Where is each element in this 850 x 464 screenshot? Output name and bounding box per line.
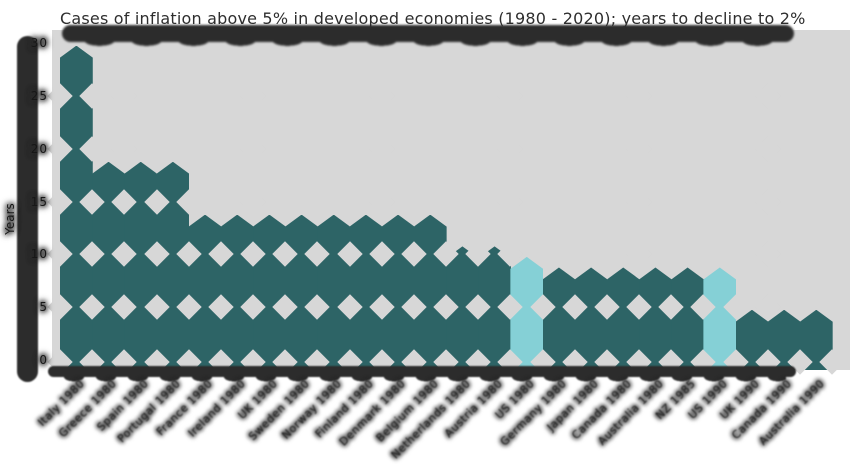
bar-sweden-1980 (285, 214, 318, 370)
chart-title: Cases of inflation above 5% in developed… (60, 9, 806, 28)
bar-finland-1980 (349, 214, 383, 370)
bar-uk-1980 (253, 214, 286, 370)
y-axis-spine-blob (17, 36, 38, 382)
bar-ireland-1980 (220, 214, 254, 370)
y-tick-5: 5 (39, 300, 48, 315)
title-underline-blob (62, 25, 794, 50)
y-tick-20: 20 (30, 141, 48, 156)
y-tick-30: 30 (30, 36, 48, 51)
bar-norway-1980 (317, 214, 351, 370)
bar-denmark-1980 (381, 214, 415, 370)
bar-france-1980 (188, 214, 222, 370)
y-tick-25: 25 (30, 88, 48, 103)
bar-belgium-1980 (413, 214, 447, 370)
y-tick-15: 15 (30, 194, 48, 209)
y-tick-10: 10 (30, 247, 48, 262)
x-axis-spine-blob (48, 366, 796, 384)
y-tick-0: 0 (39, 353, 48, 367)
